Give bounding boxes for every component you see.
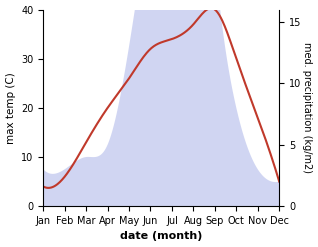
Y-axis label: med. precipitation (kg/m2): med. precipitation (kg/m2) [302, 42, 313, 173]
X-axis label: date (month): date (month) [120, 231, 203, 242]
Y-axis label: max temp (C): max temp (C) [5, 72, 16, 144]
